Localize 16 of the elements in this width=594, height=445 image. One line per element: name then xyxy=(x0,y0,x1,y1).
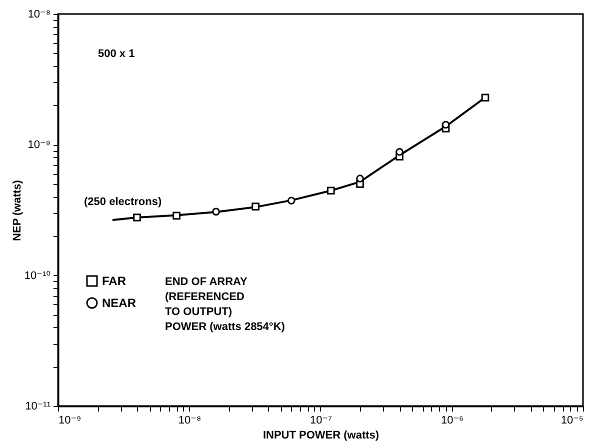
annotation: END OF ARRAY (REFERENCED TO OUTPUT) POWER (watts 2854°K) xyxy=(165,276,286,333)
y-tick-label: 10⁻¹¹ xyxy=(25,400,51,412)
y-axis-title: NEP (watts) xyxy=(11,180,24,241)
x-axis-title: INPUT POWER (watts) xyxy=(262,430,380,442)
x-tick-label: 10⁻⁸ xyxy=(178,414,202,426)
x-tick-label: 10⁻⁷ xyxy=(310,414,332,426)
x-tick-label: 10⁻⁵ xyxy=(560,414,584,426)
annotation: (250 electrons) xyxy=(84,196,162,208)
y-tick-label: 10⁻¹⁰ xyxy=(24,270,52,282)
x-tick-label: 10⁻⁹ xyxy=(58,414,82,426)
legend-label: NEAR xyxy=(102,296,136,310)
y-tick-label: 10⁻⁹ xyxy=(28,139,50,152)
annotation: 500 x 1 xyxy=(98,48,135,60)
x-tick-label: 10⁻⁶ xyxy=(440,414,464,426)
y-tick-label: 10⁻⁸ xyxy=(28,8,50,20)
legend-label: FAR xyxy=(102,274,126,288)
